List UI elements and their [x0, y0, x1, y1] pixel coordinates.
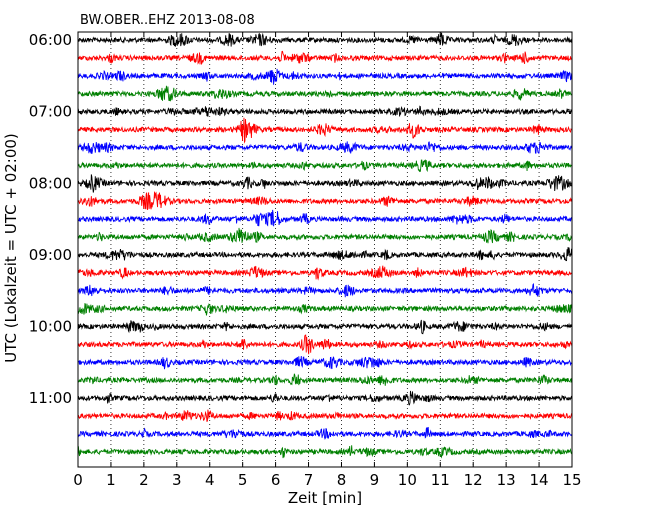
grid-lines — [110, 32, 540, 467]
trace-10:45 — [77, 373, 573, 386]
y-tick-label: 07:00 — [29, 103, 72, 121]
trace-07:15 — [77, 117, 573, 144]
trace-07:30 — [77, 141, 573, 155]
trace-11:45 — [77, 445, 573, 459]
y-tick-label: 08:00 — [29, 174, 72, 192]
y-tick-label: 10:00 — [29, 317, 72, 335]
x-tick-label: 0 — [73, 471, 83, 489]
trace-09:30 — [77, 283, 573, 298]
x-tick-label: 13 — [497, 471, 516, 489]
trace-06:30 — [77, 68, 573, 85]
seismogram-traces — [77, 32, 573, 459]
x-axis-label: Zeit [min] — [288, 489, 362, 507]
trace-11:00 — [77, 390, 573, 406]
x-tick-label: 15 — [562, 471, 581, 489]
trace-10:00 — [77, 319, 573, 335]
plot-frame — [77, 31, 573, 468]
y-tick-label: 06:00 — [29, 31, 72, 49]
trace-11:15 — [77, 409, 573, 423]
x-tick-label: 9 — [370, 471, 380, 489]
trace-09:15 — [77, 265, 573, 281]
x-tick-label: 8 — [337, 471, 347, 489]
x-tick-label: 3 — [172, 471, 182, 489]
trace-10:30 — [77, 356, 573, 370]
x-tick-label: 5 — [238, 471, 248, 489]
trace-08:15 — [77, 191, 573, 210]
y-axis-label: UTC (Lokalzeit = UTC + 02:00) — [2, 133, 20, 363]
x-tick-label: 12 — [464, 471, 483, 489]
y-tick-label: 11:00 — [29, 389, 72, 407]
trace-10:15 — [77, 334, 573, 355]
chart-title: BW.OBER..EHZ 2013-08-08 — [80, 13, 255, 28]
x-tick-label: 4 — [205, 471, 215, 489]
x-tick-label: 11 — [431, 471, 450, 489]
x-tick-label: 2 — [139, 471, 149, 489]
trace-07:00 — [77, 105, 573, 117]
trace-06:15 — [77, 50, 573, 66]
x-tick-label: 7 — [304, 471, 314, 489]
trace-07:45 — [77, 158, 573, 173]
trace-06:45 — [77, 85, 573, 102]
x-tick-label: 10 — [398, 471, 417, 489]
x-tick-label: 1 — [106, 471, 116, 489]
trace-11:30 — [77, 426, 573, 440]
trace-08:00 — [77, 174, 573, 193]
axes: 0 1 2 3 4 5 6 7 8 9 10 11 12 13 14 1506:0007:0008:0009:… — [29, 31, 582, 489]
x-tick-label: 6 — [271, 471, 281, 489]
trace-09:00 — [77, 247, 573, 262]
trace-08:30 — [77, 209, 573, 227]
y-tick-label: 09:00 — [29, 246, 72, 264]
trace-09:45 — [77, 303, 573, 316]
trace-06:00 — [77, 32, 573, 47]
x-tick-label: 14 — [530, 471, 549, 489]
trace-08:45 — [77, 227, 573, 244]
